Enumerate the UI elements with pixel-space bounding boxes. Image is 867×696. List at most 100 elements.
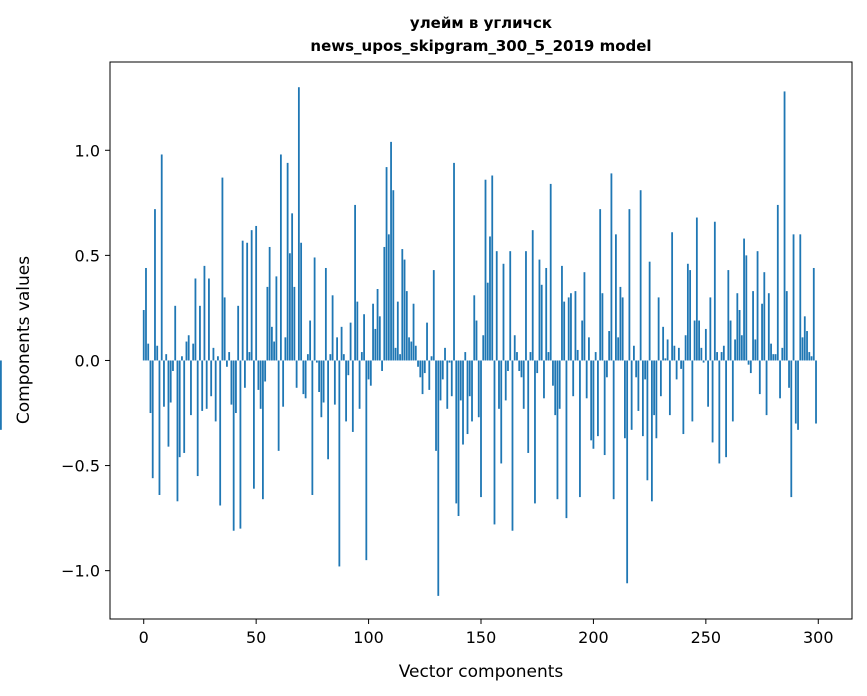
bar <box>552 360 554 386</box>
bar <box>338 360 341 567</box>
bar <box>633 345 635 361</box>
bar <box>183 360 186 453</box>
bar <box>644 360 647 380</box>
bar <box>255 225 258 361</box>
bar <box>441 360 444 380</box>
bar <box>360 352 363 361</box>
bar <box>574 291 577 361</box>
bar <box>246 242 249 361</box>
bar <box>275 276 278 361</box>
bar <box>754 339 757 361</box>
bar <box>500 360 503 464</box>
x-tick-label: 50 <box>246 628 266 647</box>
bar <box>201 360 204 411</box>
bar <box>498 360 500 409</box>
bar <box>594 352 597 361</box>
bar <box>599 209 602 361</box>
bar <box>722 345 725 361</box>
bar <box>426 322 428 361</box>
bar <box>203 265 206 361</box>
bar <box>785 291 788 361</box>
bar <box>419 360 422 378</box>
bar <box>354 204 356 361</box>
bar <box>295 360 298 388</box>
bar <box>205 360 208 409</box>
bar <box>311 360 314 495</box>
bar <box>423 360 426 374</box>
bar <box>154 209 156 361</box>
bar <box>815 360 817 424</box>
bar <box>763 272 766 361</box>
x-axis-label: Vector components <box>399 662 564 682</box>
bar <box>810 356 813 361</box>
bar <box>590 360 593 441</box>
bar <box>637 360 640 411</box>
x-tick-label: 0 <box>139 628 149 647</box>
y-tick-label: 0.0 <box>75 351 100 370</box>
bar <box>430 356 433 361</box>
bar <box>288 253 291 361</box>
bar <box>190 360 192 416</box>
bar <box>504 360 507 401</box>
bar <box>491 175 494 361</box>
bar <box>439 360 442 401</box>
bar <box>608 331 611 361</box>
bar <box>401 249 404 361</box>
bar <box>641 360 644 437</box>
bar <box>365 360 368 561</box>
bar <box>493 360 496 525</box>
bar <box>390 141 392 361</box>
bar <box>756 251 759 361</box>
bar <box>783 91 786 361</box>
bar <box>327 360 329 460</box>
bar <box>588 337 590 361</box>
bar <box>734 339 736 361</box>
bar <box>576 349 579 361</box>
bar <box>417 360 419 367</box>
bar <box>210 360 213 397</box>
bar <box>749 360 752 374</box>
bar <box>324 267 327 361</box>
bar <box>248 352 251 361</box>
y-axis-ticks: −1.0 −0.5 0.0 0.5 1.0 <box>61 141 110 581</box>
bar <box>648 261 651 361</box>
bar <box>540 284 543 361</box>
bar <box>579 360 581 498</box>
bar <box>273 341 276 361</box>
bar <box>214 360 217 422</box>
bar <box>495 251 498 361</box>
bar <box>655 360 658 439</box>
bar <box>507 360 509 371</box>
bar <box>405 291 408 361</box>
bar <box>758 360 761 395</box>
bar <box>167 360 170 447</box>
bar <box>217 356 219 361</box>
bar <box>563 301 566 361</box>
bar <box>228 352 231 361</box>
bar <box>235 360 237 414</box>
bar <box>270 326 273 361</box>
bar <box>241 240 244 361</box>
x-axis-ticks: 0 50 100 150 200 250 300 <box>139 619 834 647</box>
bar <box>788 360 790 388</box>
bar <box>790 360 793 498</box>
bar <box>592 360 595 449</box>
bar <box>628 209 631 361</box>
bar <box>738 310 741 361</box>
bar <box>165 354 168 361</box>
bar <box>199 305 201 361</box>
bar <box>668 360 671 416</box>
bar <box>156 345 159 361</box>
bar <box>529 352 532 361</box>
bar <box>264 360 267 382</box>
bar <box>554 360 557 416</box>
bar <box>304 360 307 399</box>
bar <box>684 335 687 361</box>
bar <box>446 360 449 409</box>
bar <box>561 265 563 361</box>
bar <box>367 360 370 380</box>
bar <box>702 360 705 363</box>
bar <box>282 360 285 407</box>
bar <box>743 238 745 361</box>
bar <box>680 360 683 369</box>
